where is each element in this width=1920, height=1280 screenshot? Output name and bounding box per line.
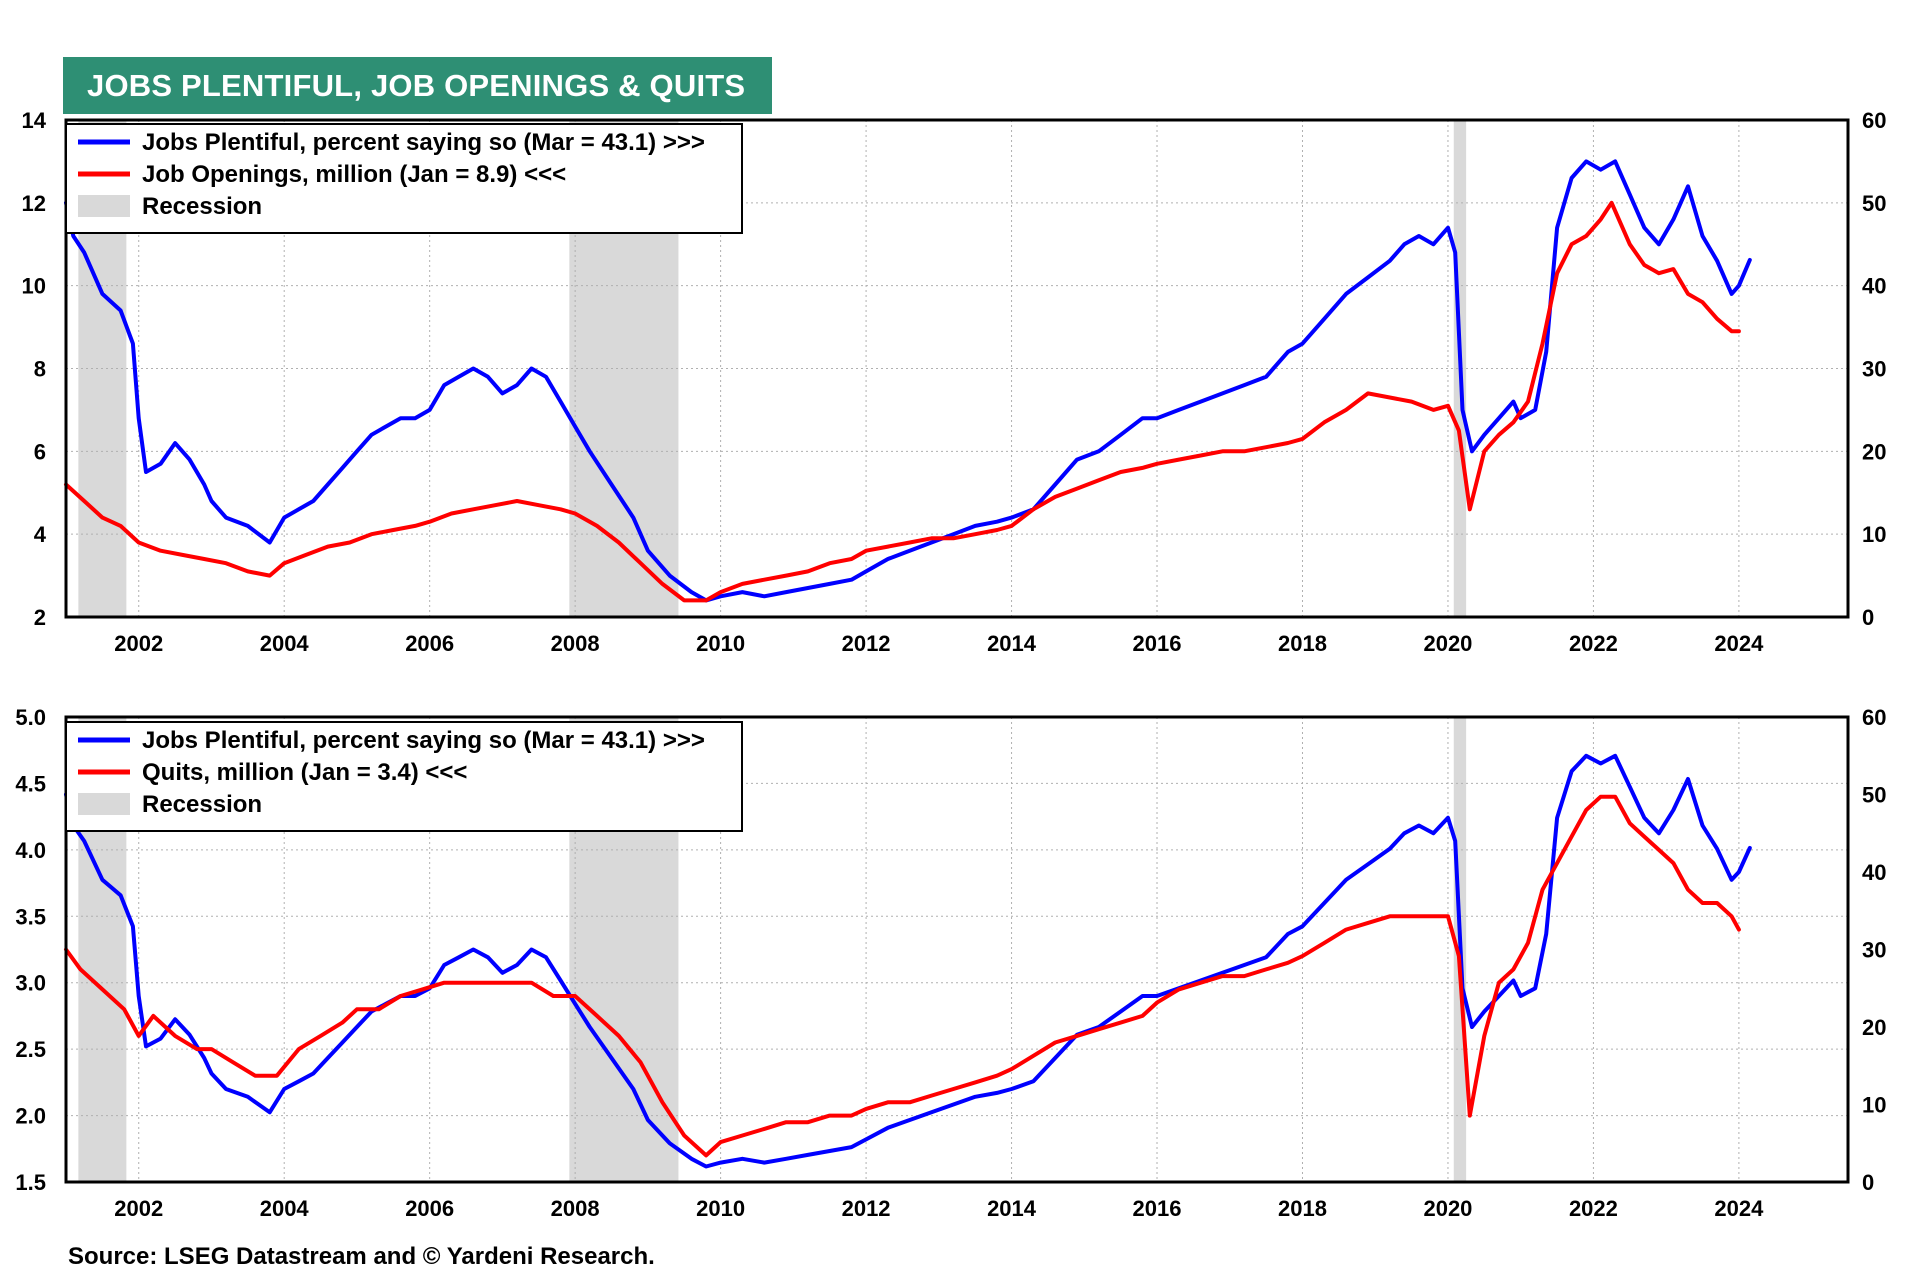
right-tick-bottom-6: 60 [1862,705,1886,730]
x-tick-top-2010: 2010 [696,631,745,656]
left-tick-top-0: 2 [34,605,46,630]
left-tick-top-3: 8 [34,357,46,382]
x-tick-bottom-2008: 2008 [551,1196,600,1221]
right-tick-bottom-1: 10 [1862,1093,1886,1118]
chart-title: JOBS PLENTIFUL, JOB OPENINGS & QUITS [63,57,772,114]
right-tick-top-2: 20 [1862,439,1886,464]
right-tick-top-6: 60 [1862,108,1886,133]
left-tick-bottom-6: 4.5 [15,771,46,796]
right-tick-top-3: 30 [1862,357,1886,382]
plot-frame-top [64,118,1850,619]
x-tick-top-2008: 2008 [551,631,600,656]
left-tick-bottom-0: 1.5 [15,1170,46,1195]
left-tick-bottom-1: 2.0 [15,1104,46,1129]
x-tick-top-2016: 2016 [1133,631,1182,656]
left-tick-top-2: 6 [34,439,46,464]
x-tick-bottom-2012: 2012 [842,1196,891,1221]
x-tick-top-2004: 2004 [260,631,310,656]
x-tick-top-2002: 2002 [114,631,163,656]
left-tick-bottom-5: 4.0 [15,838,46,863]
x-tick-bottom-2002: 2002 [114,1196,163,1221]
legend-label-bottom-2: Recession [142,791,262,818]
x-tick-bottom-2004: 2004 [260,1196,310,1221]
x-tick-bottom-2020: 2020 [1423,1196,1472,1221]
x-tick-top-2024: 2024 [1714,631,1764,656]
x-tick-top-2018: 2018 [1278,631,1327,656]
legend-swatch-bottom-recession [78,793,130,815]
left-tick-top-1: 4 [34,522,47,547]
left-tick-bottom-4: 3.5 [15,904,46,929]
x-tick-top-2020: 2020 [1423,631,1472,656]
left-tick-top-4: 10 [22,274,46,299]
plot-frame-bottom [64,715,1850,1184]
x-tick-top-2006: 2006 [405,631,454,656]
x-tick-bottom-2010: 2010 [696,1196,745,1221]
left-tick-top-6: 14 [22,108,47,133]
legend-box-bottom [65,721,743,832]
legend-label-bottom-1: Quits, million (Jan = 3.4) <<< [142,759,467,786]
right-tick-top-4: 40 [1862,274,1886,299]
left-tick-bottom-3: 3.0 [15,971,46,996]
legend-swatch-top-recession [78,195,130,217]
x-tick-top-2012: 2012 [842,631,891,656]
x-tick-bottom-2014: 2014 [987,1196,1037,1221]
x-tick-bottom-2022: 2022 [1569,1196,1618,1221]
right-tick-top-0: 0 [1862,605,1874,630]
right-tick-bottom-4: 40 [1862,860,1886,885]
left-tick-bottom-2: 2.5 [15,1037,46,1062]
series-line-bottom-quits [64,794,1741,1158]
right-tick-bottom-2: 20 [1862,1015,1886,1040]
x-tick-top-2014: 2014 [987,631,1037,656]
legend-label-top-0: Jobs Plentiful, percent saying so (Mar =… [142,129,705,156]
x-tick-bottom-2006: 2006 [405,1196,454,1221]
right-tick-top-1: 10 [1862,522,1886,547]
right-tick-bottom-5: 50 [1862,783,1886,808]
legend-box-top [65,123,743,234]
left-tick-top-5: 12 [22,191,46,216]
series-line-top-job-openings [64,200,1741,603]
x-tick-bottom-2024: 2024 [1714,1196,1764,1221]
legend-label-bottom-0: Jobs Plentiful, percent saying so (Mar =… [142,727,705,754]
right-tick-top-5: 50 [1862,191,1886,216]
series-line-bottom-jobs-plentiful [64,753,1752,1169]
x-tick-bottom-2016: 2016 [1133,1196,1182,1221]
right-tick-bottom-0: 0 [1862,1170,1874,1195]
right-tick-bottom-3: 30 [1862,938,1886,963]
x-tick-bottom-2018: 2018 [1278,1196,1327,1221]
legend-label-top-2: Recession [142,193,262,220]
legend-label-top-1: Job Openings, million (Jan = 8.9) <<< [142,161,566,188]
x-tick-top-2022: 2022 [1569,631,1618,656]
left-tick-bottom-7: 5.0 [15,705,46,730]
source-note: Source: LSEG Datastream and © Yardeni Re… [68,1243,655,1270]
